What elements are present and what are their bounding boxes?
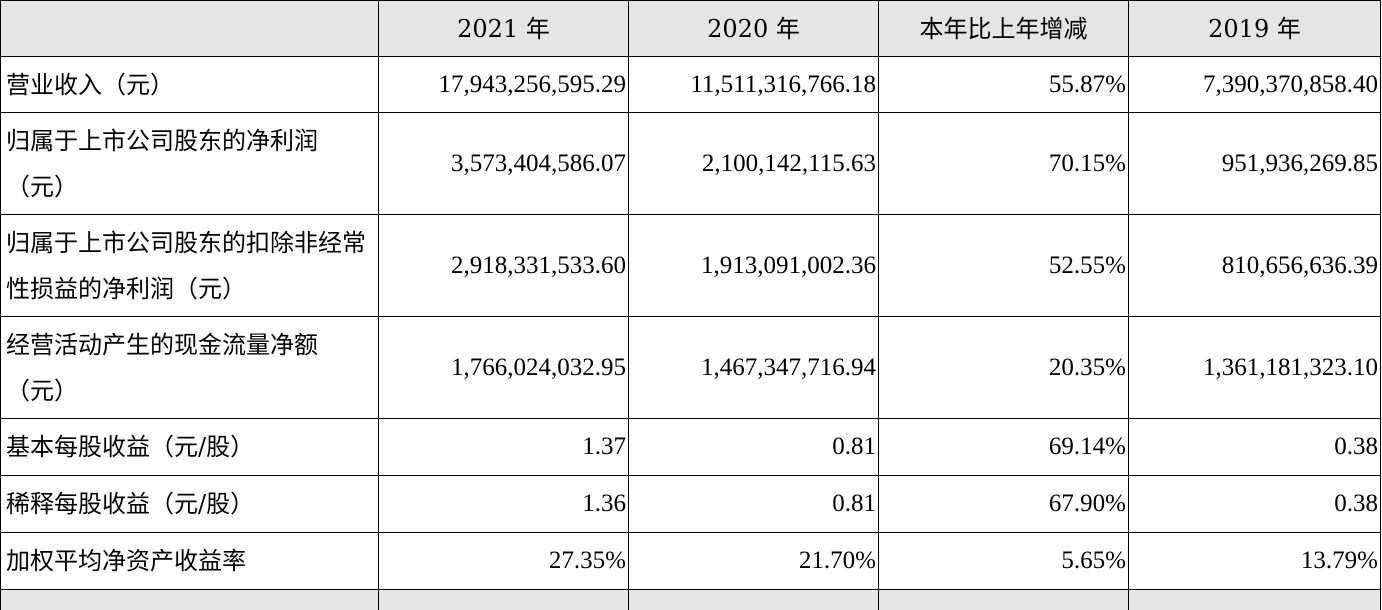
cell-value: 951,936,269.85 bbox=[1129, 113, 1381, 215]
partial-cell bbox=[1, 590, 379, 610]
header-cell-label bbox=[1, 1, 379, 57]
partial-cell bbox=[629, 590, 879, 610]
cell-value: 2,100,142,115.63 bbox=[629, 113, 879, 215]
cell-value: 5.65% bbox=[879, 533, 1129, 590]
header-cell-2019: 2019 年 bbox=[1129, 1, 1381, 57]
cell-value: 1,913,091,002.36 bbox=[629, 215, 879, 317]
table-row: 经营活动产生的现金流量净额（元） 1,766,024,032.95 1,467,… bbox=[1, 317, 1381, 419]
cell-value: 13.79% bbox=[1129, 533, 1381, 590]
row-label: 营业收入（元） bbox=[1, 57, 379, 113]
cell-value: 69.14% bbox=[879, 419, 1129, 476]
table-row: 稀释每股收益（元/股） 1.36 0.81 67.90% 0.38 bbox=[1, 476, 1381, 533]
cell-value: 55.87% bbox=[879, 57, 1129, 113]
cell-value: 1.36 bbox=[379, 476, 629, 533]
table-row: 归属于上市公司股东的扣除非经常性损益的净利润（元） 2,918,331,533.… bbox=[1, 215, 1381, 317]
table-row-partial bbox=[1, 590, 1381, 610]
cell-value: 1,361,181,323.10 bbox=[1129, 317, 1381, 419]
cell-value: 0.38 bbox=[1129, 476, 1381, 533]
cell-value: 11,511,316,766.18 bbox=[629, 57, 879, 113]
cell-value: 1.37 bbox=[379, 419, 629, 476]
cell-value: 17,943,256,595.29 bbox=[379, 57, 629, 113]
cell-value: 52.55% bbox=[879, 215, 1129, 317]
header-row: 2021 年 2020 年 本年比上年增减 2019 年 bbox=[1, 1, 1381, 57]
cell-value: 0.81 bbox=[629, 419, 879, 476]
row-label: 基本每股收益（元/股） bbox=[1, 419, 379, 476]
cell-value: 21.70% bbox=[629, 533, 879, 590]
row-label: 归属于上市公司股东的扣除非经常性损益的净利润（元） bbox=[1, 215, 379, 317]
row-label: 归属于上市公司股东的净利润（元） bbox=[1, 113, 379, 215]
header-cell-2020: 2020 年 bbox=[629, 1, 879, 57]
table-row: 营业收入（元） 17,943,256,595.29 11,511,316,766… bbox=[1, 57, 1381, 113]
table-row: 归属于上市公司股东的净利润（元） 3,573,404,586.07 2,100,… bbox=[1, 113, 1381, 215]
partial-cell bbox=[379, 590, 629, 610]
cell-value: 3,573,404,586.07 bbox=[379, 113, 629, 215]
row-label: 加权平均净资产收益率 bbox=[1, 533, 379, 590]
cell-value: 810,656,636.39 bbox=[1129, 215, 1381, 317]
cell-value: 0.38 bbox=[1129, 419, 1381, 476]
cell-value: 2,918,331,533.60 bbox=[379, 215, 629, 317]
header-cell-change: 本年比上年增减 bbox=[879, 1, 1129, 57]
cell-value: 0.81 bbox=[629, 476, 879, 533]
cell-value: 67.90% bbox=[879, 476, 1129, 533]
cell-value: 70.15% bbox=[879, 113, 1129, 215]
table-row: 基本每股收益（元/股） 1.37 0.81 69.14% 0.38 bbox=[1, 419, 1381, 476]
cell-value: 7,390,370,858.40 bbox=[1129, 57, 1381, 113]
row-label: 经营活动产生的现金流量净额（元） bbox=[1, 317, 379, 419]
cell-value: 27.35% bbox=[379, 533, 629, 590]
cell-value: 20.35% bbox=[879, 317, 1129, 419]
partial-cell bbox=[1129, 590, 1381, 610]
partial-cell bbox=[879, 590, 1129, 610]
row-label: 稀释每股收益（元/股） bbox=[1, 476, 379, 533]
table-row: 加权平均净资产收益率 27.35% 21.70% 5.65% 13.79% bbox=[1, 533, 1381, 590]
header-cell-2021: 2021 年 bbox=[379, 1, 629, 57]
cell-value: 1,467,347,716.94 bbox=[629, 317, 879, 419]
cell-value: 1,766,024,032.95 bbox=[379, 317, 629, 419]
